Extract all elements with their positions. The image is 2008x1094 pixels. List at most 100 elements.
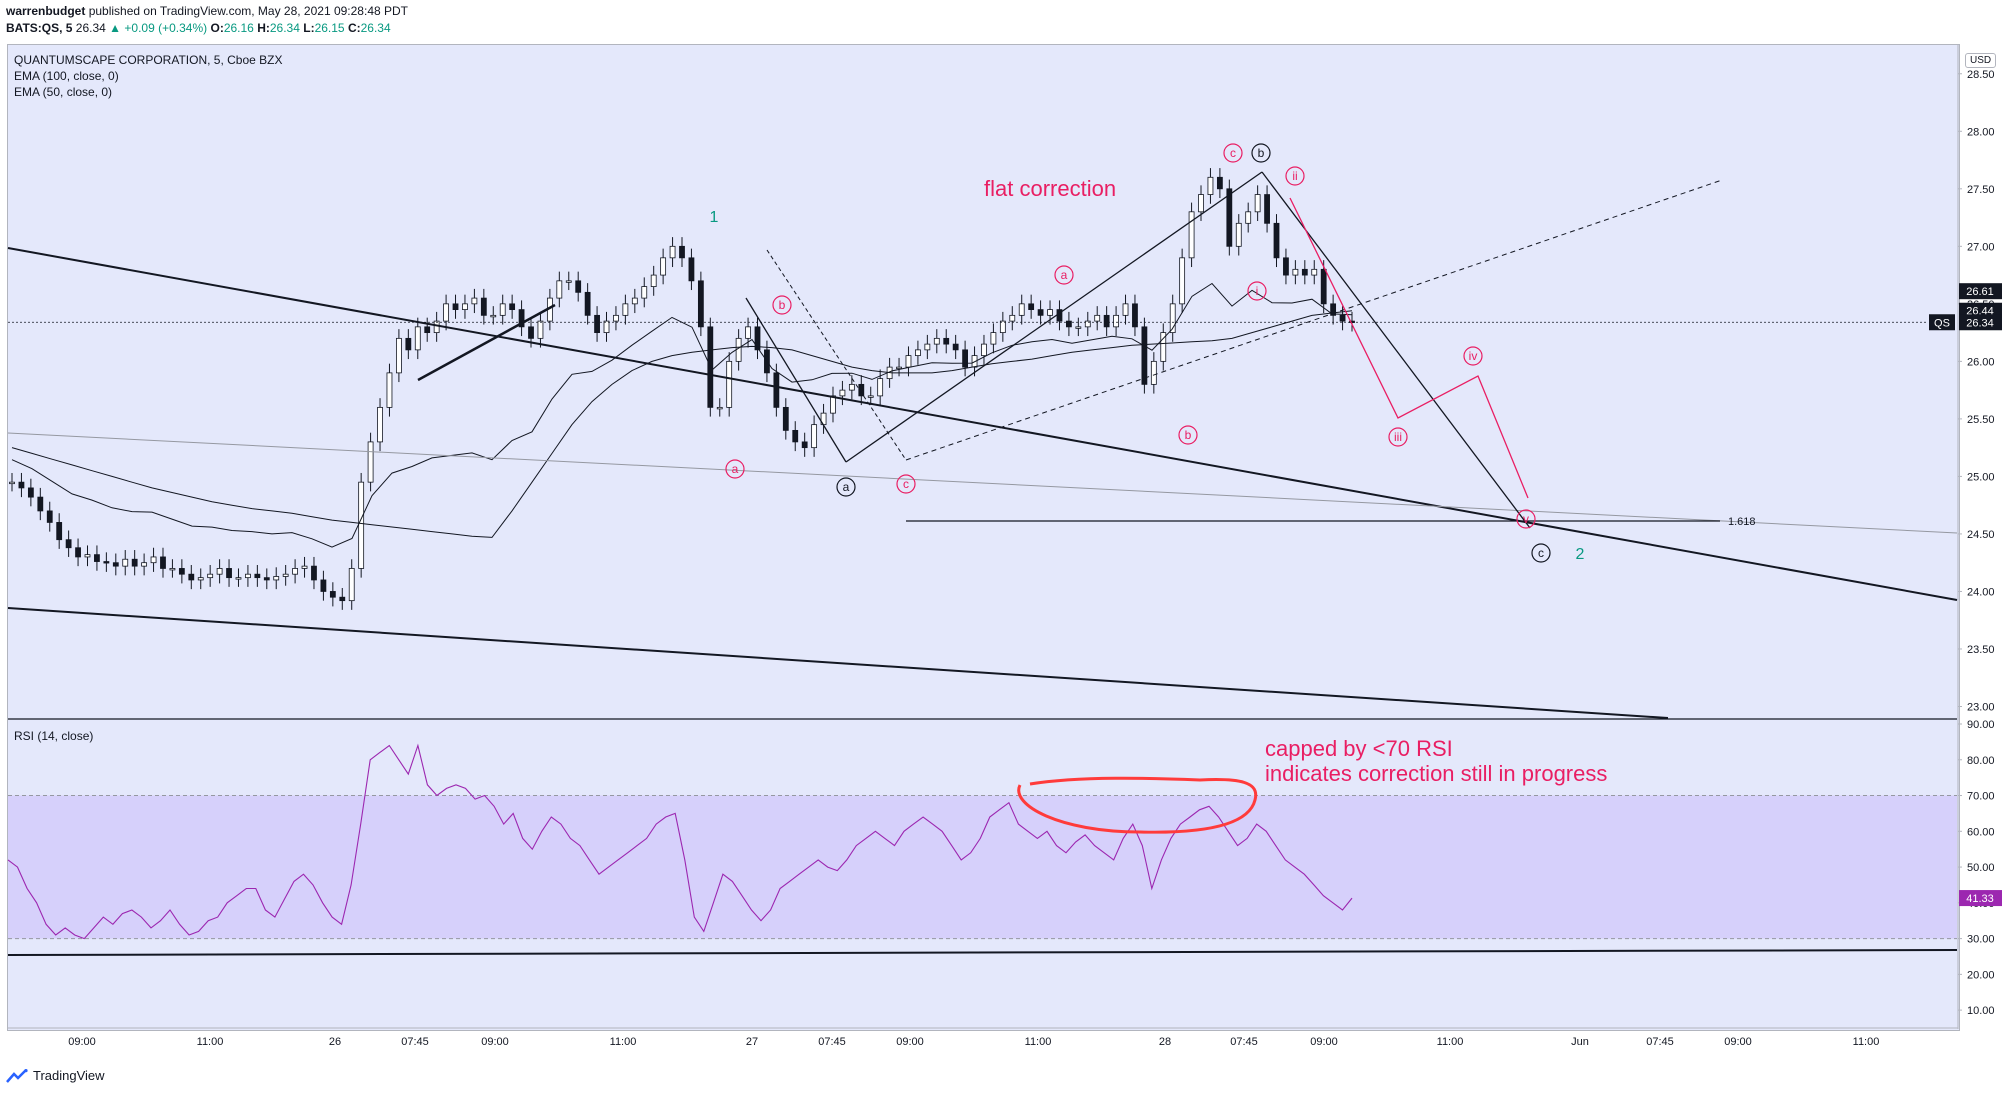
- price-high-tag-bg: [1959, 283, 2002, 300]
- price-tick-label: 27.00: [1967, 241, 1995, 253]
- wave-a-pink-2: a: [1061, 268, 1068, 282]
- time-tick-label: 28: [1159, 1036, 1171, 1048]
- candle-body: [1113, 314, 1119, 328]
- rsi-last-tag: 41.33: [1966, 893, 1994, 905]
- time-tick-label: 11:00: [1025, 1036, 1052, 1048]
- candle-body: [509, 303, 516, 310]
- publish-line: warrenbudget published on TradingView.co…: [6, 4, 408, 18]
- price-legend-title: QUANTUMSCAPE CORPORATION, 5, Cboe BZX: [14, 53, 283, 67]
- candle-body: [424, 326, 431, 334]
- time-tick-label: 11:00: [610, 1036, 637, 1048]
- wave-a-pink-1: a: [732, 462, 739, 476]
- candle-body: [1292, 268, 1299, 276]
- wave-b-pink-1-circle: [772, 295, 792, 315]
- candle-body: [877, 378, 884, 397]
- low-value: 26.15: [314, 21, 345, 35]
- rsi-tick-label: 20.00: [1967, 969, 1995, 981]
- candle-body: [499, 303, 506, 316]
- time-tick-label: 07:45: [401, 1036, 429, 1048]
- ohlc-line: BATS:QS, 5 26.34 ▲ +0.09 (+0.34%) O:26.1…: [6, 21, 391, 35]
- candle-body: [320, 579, 327, 592]
- open-label: O:: [210, 21, 224, 35]
- rsi-note-line2: indicates correction still in progress: [1265, 761, 1607, 786]
- candle-body: [56, 522, 63, 541]
- rsi-tick-label: 10.00: [1967, 1005, 1995, 1017]
- candle-body: [263, 577, 270, 581]
- candle-body: [792, 429, 799, 443]
- candle-body: [679, 245, 685, 259]
- candle-body: [801, 441, 808, 449]
- wave-ii: ii: [1292, 169, 1297, 183]
- wave-a-black-circle: [836, 477, 856, 497]
- wave-v: v: [1523, 512, 1529, 526]
- published-text: published on TradingView.com, May 28, 20…: [88, 4, 408, 18]
- candle-body: [1066, 320, 1072, 328]
- wave-i-circle: [1247, 281, 1267, 301]
- candle-body: [1169, 303, 1176, 334]
- candle-body: [962, 349, 968, 368]
- close-value: 26.34: [360, 21, 391, 35]
- candle-body: [1150, 360, 1157, 385]
- time-tick-label: 26: [329, 1036, 341, 1048]
- price-tick-label: 23.50: [1967, 644, 1995, 656]
- currency-button[interactable]: USD: [1965, 53, 1997, 68]
- footer-brand[interactable]: TradingView: [6, 1068, 105, 1083]
- candle-body: [1094, 314, 1101, 322]
- rsi-support-line: [7, 949, 1958, 956]
- candle-body: [518, 309, 525, 328]
- candle-body: [641, 286, 648, 299]
- wave-b-pink-2: b: [1185, 428, 1192, 442]
- candle-body: [1122, 303, 1129, 316]
- time-tick-label: 07:45: [1230, 1036, 1258, 1048]
- rsi-tick-label: 80.00: [1967, 755, 1995, 767]
- candle-body: [905, 355, 912, 368]
- candle-body: [1264, 194, 1270, 224]
- time-tick-label: 09:00: [1724, 1036, 1752, 1048]
- price-tick-label: 25.00: [1967, 471, 1995, 483]
- candle-body: [858, 383, 865, 397]
- candle-body: [669, 245, 676, 259]
- wave-v-circle: [1516, 509, 1536, 529]
- candle-body: [1047, 309, 1053, 316]
- candle-body: [537, 320, 544, 339]
- candle-body: [603, 320, 610, 334]
- candle-body: [150, 556, 157, 564]
- wave-iii-circle: [1388, 427, 1408, 447]
- candle-body: [716, 406, 723, 410]
- candle-body: [1226, 188, 1233, 247]
- candle-body: [839, 389, 846, 397]
- price-tick-label: 28.00: [1967, 126, 1995, 138]
- candle-body: [1028, 303, 1035, 310]
- symbol-tag: QS: [1934, 317, 1950, 329]
- lower-trend-line: [7, 607, 1669, 719]
- wave-c-pink-2-circle: [1223, 143, 1243, 163]
- candle-body: [773, 372, 780, 408]
- candle-body: [981, 343, 987, 357]
- candle-body: [1245, 211, 1252, 224]
- footer-brand-label: TradingView: [33, 1068, 105, 1083]
- symbol-label: BATS:QS, 5: [6, 21, 73, 35]
- time-tick-label: 11:00: [1437, 1036, 1464, 1048]
- time-tick-label: Jun: [1571, 1036, 1589, 1048]
- candle-body: [141, 562, 148, 567]
- candle-body: [1301, 268, 1308, 276]
- rsi-band: [8, 795, 1957, 939]
- publisher-name[interactable]: warrenbudget: [6, 4, 86, 18]
- time-tick-label: 09:00: [68, 1036, 96, 1048]
- candle-body: [867, 395, 874, 398]
- candle-body: [575, 280, 582, 293]
- candle-body: [1198, 194, 1204, 213]
- rsi-legend: RSI (14, close): [14, 729, 93, 743]
- ema50-line: [11, 282, 1353, 548]
- candle-body: [226, 568, 232, 579]
- rsi-highlight-ellipse: [1017, 776, 1258, 834]
- grey-trend-line: [7, 432, 1958, 534]
- time-tick-label: 27: [746, 1036, 758, 1048]
- candle-body: [1254, 194, 1261, 213]
- candle-body: [924, 343, 931, 351]
- candle-body: [339, 596, 346, 602]
- candle-body: [27, 487, 34, 498]
- candle-body: [122, 558, 129, 567]
- wave-a-pink-1-circle: [725, 459, 745, 479]
